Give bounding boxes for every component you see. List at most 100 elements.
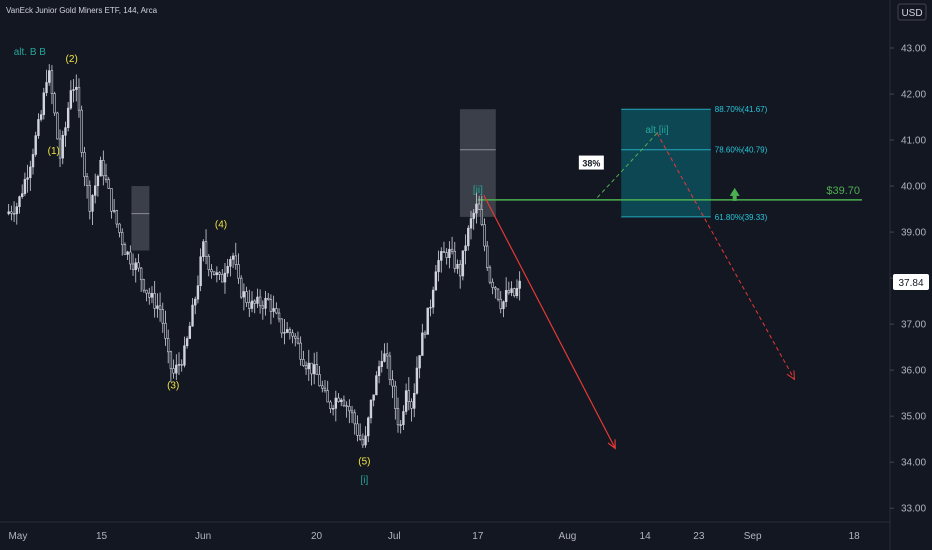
fib-level-label: 78.60%(40.79) [715,146,768,155]
candle-body [312,364,316,375]
candle-body [15,206,18,215]
candle-body [121,232,124,246]
fib-level-label: 88.70%(41.67) [715,105,768,114]
candle-body [229,259,232,267]
wave-label: (1) [48,146,60,157]
x-tick-label: Sep [744,531,762,542]
candle-body [242,291,246,298]
candle-body [337,397,340,402]
percent-badge [577,154,605,171]
candle-body [185,338,189,347]
candle-body [267,297,270,300]
candle-body [29,166,32,179]
candle-body [153,293,156,309]
candle-body [345,405,348,407]
candle-body [207,255,210,270]
candle-body [137,262,140,269]
x-tick-label: 23 [693,531,705,542]
candle-body [326,390,329,403]
candle-body [7,211,10,214]
candle-body [423,332,427,335]
y-tick-label: 36.00 [901,366,926,377]
candle-body [72,89,75,91]
candle-body [469,218,473,229]
candle-body [34,135,37,155]
annotation-layer: 38% alt. B B (2) (1) (4) (3) (5) [i] [ii] alt.[ii… [14,47,795,486]
candle-body [131,263,135,270]
candle-body [123,244,127,255]
candle-body [440,251,443,261]
x-tick-label: 20 [311,531,323,542]
candle-body [285,329,289,333]
candle-body [196,285,200,300]
currency-label: USD [901,8,922,19]
candle-body [50,70,54,94]
grey-zone-box [459,109,496,217]
wave-label: (5) [358,456,370,467]
candle-body [350,410,354,414]
candle-body [234,255,237,265]
candle-body [502,301,505,310]
candle-body [364,435,367,446]
candle-body [283,332,286,334]
candle-body [77,86,81,111]
candle-body [91,195,94,212]
candle-body [461,250,465,277]
x-tick-label: May [8,531,27,542]
candle-body [488,267,492,283]
candle-body [321,385,324,389]
candle-body [437,260,440,273]
candle-body [353,412,356,425]
candle-body [80,109,83,153]
candle-body [307,362,310,370]
candle-body [302,359,305,366]
candle-body [377,366,381,376]
candle-body [304,365,308,370]
alt-wave-label: alt.[ii] [645,125,669,136]
candle-body [191,304,194,327]
candle-body [183,345,186,366]
candle-body [199,256,202,286]
candle-body [269,299,273,312]
bear-dashed-path [656,132,795,380]
candle-body [188,325,192,339]
candle-body [375,375,378,396]
candle-body [126,251,129,255]
fib-level-label: 61.80%(39.33) [715,213,768,222]
x-tick-label: Jul [388,531,401,542]
candle-body [329,401,332,409]
overlay-layer: 88.70%(41.67) 78.60%(40.79) 61.80%(39.33) $… [131,105,862,251]
candle-body [161,309,164,324]
candle-body [334,397,338,409]
candle-body [118,223,121,233]
candle-body [410,401,413,409]
candle-body [445,252,448,258]
candle-body [177,364,181,366]
candle-body [39,114,43,120]
alt-wave-label: alt. B B [14,47,47,58]
candle-body [480,209,484,225]
candle-body [318,374,321,387]
currency-button[interactable] [897,3,927,21]
candle-body [464,245,467,252]
wave-label: (3) [167,381,179,392]
candle-body [226,266,229,274]
candle-body [510,288,513,294]
candle-body [418,355,421,369]
y-tick-label: 37.00 [901,320,926,331]
candle-body [407,390,411,402]
x-tick-label: 15 [96,531,108,542]
candle-body [280,318,283,334]
percent-badge-text: 38% [582,159,600,169]
x-tick-label: 14 [640,531,652,542]
candle-body [404,390,408,412]
candle-body [210,269,213,273]
candle-body [458,263,462,277]
candle-body [431,289,435,308]
candle-body [315,364,319,375]
wave-label: (2) [66,54,78,65]
candle-body [218,272,221,275]
candle-body [231,255,235,260]
